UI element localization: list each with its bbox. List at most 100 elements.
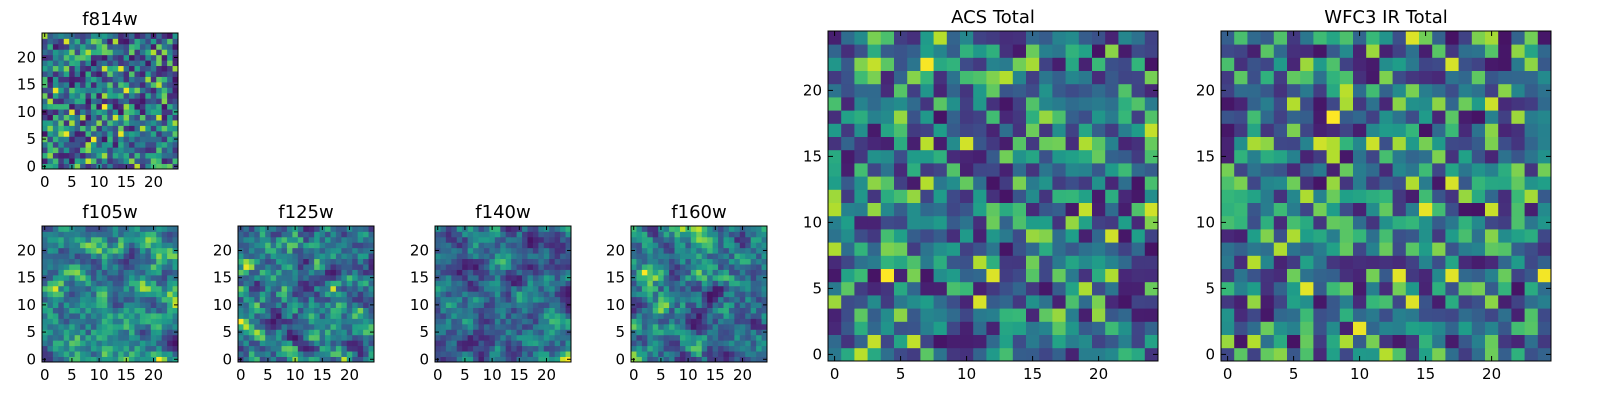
heatmap-cell: [960, 176, 974, 190]
heatmap-cell: [1039, 334, 1053, 349]
heatmap-cell: [63, 307, 70, 314]
heatmap-cell: [473, 247, 479, 254]
heatmap-cell: [270, 296, 277, 303]
heatmap-cell: [69, 285, 76, 292]
heatmap-cell: [1221, 136, 1235, 151]
heatmap-cell: [150, 231, 157, 238]
heatmap-cell: [259, 351, 266, 357]
heatmap-cell: [134, 87, 141, 94]
heatmap-cell: [473, 323, 479, 330]
heatmap-cell: [1498, 176, 1512, 190]
heatmap-cell: [112, 76, 119, 83]
heatmap-cell: [101, 136, 108, 143]
heatmap-cell: [761, 351, 768, 357]
heatmap-cell: [1366, 70, 1380, 85]
y-tick-label: 10: [606, 296, 625, 314]
heatmap-cell: [1092, 242, 1106, 256]
heatmap-cell: [368, 236, 375, 243]
heatmap-cell: [330, 302, 337, 308]
heatmap-cell: [543, 302, 550, 308]
y-tick-label: 20: [213, 241, 232, 259]
heatmap-cell: [172, 120, 179, 126]
heatmap-cell: [172, 38, 179, 45]
heatmap-cell: [445, 242, 452, 249]
heatmap-cell: [1445, 281, 1459, 296]
heatmap-cell: [47, 356, 54, 363]
panel-title: f140w: [475, 202, 530, 223]
heatmap-cell: [505, 351, 512, 357]
heatmap-cell: [123, 81, 130, 88]
heatmap-cell: [1366, 215, 1380, 230]
heatmap-cell: [297, 231, 304, 238]
heatmap-cell: [696, 247, 703, 254]
heatmap-cell: [522, 280, 528, 287]
heatmap-cell: [658, 285, 665, 292]
heatmap-cell: [259, 269, 266, 276]
heatmap-cell: [1131, 163, 1146, 177]
heatmap-cell: [118, 302, 124, 308]
heatmap-cell: [549, 226, 556, 232]
heatmap-cell: [483, 340, 490, 347]
heatmap-cell: [1392, 308, 1407, 322]
heatmap-cell: [74, 81, 81, 88]
heatmap-cell: [112, 236, 119, 243]
heatmap-cell: [494, 313, 501, 319]
heatmap-cell: [346, 351, 353, 357]
heatmap-cell: [973, 97, 987, 111]
heatmap-cell: [1026, 57, 1040, 71]
heatmap-cell: [1537, 255, 1552, 269]
heatmap-cell: [483, 236, 490, 243]
heatmap-cell: [701, 329, 708, 336]
heatmap-cell: [1471, 295, 1486, 309]
heatmap-cell: [286, 231, 293, 238]
heatmap-cell: [63, 323, 70, 330]
heatmap-cell: [80, 307, 86, 314]
heatmap-cell: [516, 274, 523, 281]
heatmap-cell: [167, 269, 173, 276]
heatmap-cell: [1260, 321, 1275, 335]
heatmap-cell: [80, 114, 86, 121]
heatmap-cell: [973, 255, 987, 269]
heatmap-cell: [1105, 308, 1119, 322]
heatmap-cell: [663, 269, 670, 276]
heatmap-cell: [986, 215, 1000, 230]
heatmap-cell: [80, 285, 86, 292]
heatmap-cell: [101, 65, 108, 72]
heatmap-cell: [145, 340, 152, 347]
heatmap-cell: [335, 280, 342, 287]
heatmap-cell: [554, 231, 561, 238]
heatmap-cell: [636, 247, 643, 254]
heatmap-cell: [973, 176, 987, 190]
heatmap-cell: [473, 340, 479, 347]
heatmap-cell: [560, 274, 566, 281]
heatmap-cell: [101, 318, 108, 325]
heatmap-cell: [739, 231, 746, 238]
heatmap-cell: [139, 103, 146, 110]
heatmap-cell: [1039, 202, 1053, 217]
heatmap-cell: [270, 231, 277, 238]
heatmap-cell: [161, 125, 168, 132]
heatmap-cell: [494, 269, 501, 276]
heatmap-cell: [1026, 70, 1040, 85]
heatmap-cell: [739, 242, 746, 249]
heatmap-cell: [701, 302, 708, 308]
heatmap-cell: [516, 280, 523, 287]
heatmap-cell: [352, 274, 359, 281]
heatmap-cell: [314, 296, 320, 303]
heatmap-cell: [1065, 70, 1080, 85]
heatmap-cell: [42, 351, 48, 357]
heatmap-cell: [1260, 110, 1275, 124]
heatmap-cell: [47, 242, 54, 249]
heatmap-cell: [761, 340, 768, 347]
heatmap-cell: [156, 147, 163, 154]
heatmap-cell: [107, 87, 114, 94]
heatmap-cell: [483, 351, 490, 357]
heatmap-cell: [123, 236, 130, 243]
heatmap-cell: [1353, 281, 1367, 296]
heatmap-cell: [511, 302, 517, 308]
heatmap-cell: [74, 247, 81, 254]
heatmap-cell: [80, 65, 86, 72]
heatmap-cell: [341, 351, 348, 357]
heatmap-cell: [1379, 255, 1393, 269]
heatmap-cell: [854, 163, 868, 177]
